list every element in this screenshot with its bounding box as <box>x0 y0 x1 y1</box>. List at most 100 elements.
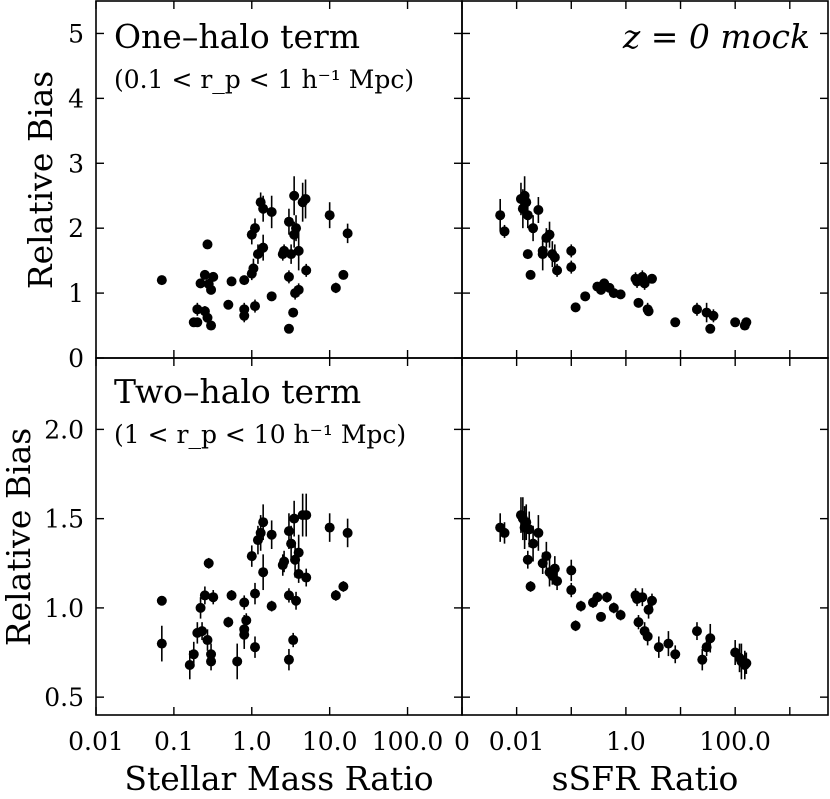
y-tick-label: 1.0 <box>44 594 84 623</box>
data-point-two-mass <box>202 635 213 646</box>
data-point-one-ssfr <box>537 245 548 256</box>
data-point-two-ssfr <box>741 658 752 669</box>
data-point-one-mass <box>266 291 277 302</box>
data-point-two-ssfr <box>524 524 535 535</box>
data-point-two-ssfr <box>525 581 536 592</box>
x-tick-label: 0.1 <box>154 727 194 756</box>
data-point-two-mass <box>291 595 302 606</box>
data-point-one-ssfr <box>639 278 650 289</box>
data-point-two-mass <box>255 527 266 538</box>
data-point-one-mass <box>291 223 302 234</box>
data-point-two-ssfr <box>566 585 577 596</box>
data-point-two-ssfr <box>499 527 510 538</box>
data-point-two-mass <box>246 551 257 562</box>
data-point-one-mass <box>202 239 213 250</box>
y-axis-title-bottom: Relative Bias <box>0 428 38 647</box>
data-point-two-ssfr <box>615 610 626 621</box>
data-point-one-mass <box>156 275 167 286</box>
data-point-one-mass <box>301 265 312 276</box>
y-tick-label: 0 <box>68 344 84 373</box>
data-point-one-ssfr <box>521 197 532 208</box>
data-point-one-mass <box>338 269 349 280</box>
redshift-annotation: z = 0 mock <box>622 17 810 56</box>
data-point-two-mass <box>239 629 250 640</box>
data-point-one-mass <box>266 206 277 217</box>
data-point-one-mass <box>223 299 234 310</box>
data-point-one-mass <box>250 301 261 312</box>
x-tick-label: 100.0 <box>699 727 771 756</box>
data-point-two-mass <box>283 526 294 537</box>
data-point-one-ssfr <box>499 226 510 237</box>
data-point-one-mass <box>239 310 250 321</box>
data-point-one-ssfr <box>741 317 752 328</box>
data-point-two-mass <box>258 517 269 528</box>
data-point-two-ssfr <box>549 563 560 574</box>
data-point-two-mass <box>288 635 299 646</box>
data-point-two-ssfr <box>642 631 653 642</box>
data-point-one-ssfr <box>552 265 563 276</box>
data-point-two-mass <box>283 654 294 665</box>
data-point-two-mass <box>206 656 217 667</box>
data-point-two-mass <box>293 547 304 558</box>
data-point-two-ssfr <box>633 617 644 628</box>
data-point-two-mass <box>338 581 349 592</box>
data-point-one-ssfr <box>522 210 533 221</box>
data-point-two-ssfr <box>663 638 674 649</box>
x-tick-label: 1.0 <box>232 727 272 756</box>
data-point-one-mass <box>248 263 259 274</box>
data-point-two-ssfr <box>643 604 654 615</box>
data-point-one-mass <box>258 203 269 214</box>
y-tick-label: 3 <box>68 149 84 178</box>
data-point-one-mass <box>286 249 297 260</box>
data-point-one-ssfr <box>646 273 657 284</box>
data-point-two-mass <box>156 595 167 606</box>
data-point-one-mass <box>250 223 261 234</box>
data-point-one-ssfr <box>525 269 536 280</box>
data-point-two-mass <box>286 538 297 549</box>
panel-title-two-halo: Two–halo term <box>114 372 361 411</box>
data-point-two-ssfr <box>528 538 539 549</box>
panel-subtitle-one-halo: (0.1 < r_p < 1 h⁻¹ Mpc) <box>114 65 414 94</box>
data-point-two-ssfr <box>653 642 664 653</box>
data-point-two-mass <box>195 602 206 613</box>
data-point-one-ssfr <box>708 310 719 321</box>
data-point-one-mass <box>202 312 213 323</box>
data-point-one-ssfr <box>533 205 544 216</box>
data-point-two-mass <box>203 558 214 569</box>
data-point-two-mass <box>279 556 290 567</box>
data-point-one-mass <box>283 216 294 227</box>
data-point-two-mass <box>188 649 199 660</box>
x-axis-title-left: Stellar Mass Ratio <box>124 759 433 798</box>
data-point-one-ssfr <box>615 289 626 300</box>
data-point-one-ssfr <box>544 229 555 240</box>
x-tick-label: 0 <box>454 727 470 756</box>
x-tick-label: 10.0 <box>302 727 358 756</box>
data-point-one-mass <box>283 323 294 334</box>
data-point-one-mass <box>288 307 299 318</box>
data-point-two-mass <box>330 590 341 601</box>
data-point-two-ssfr <box>701 642 712 653</box>
y-tick-label: 1 <box>68 279 84 308</box>
panel-frame-two-ssfr <box>461 357 829 716</box>
data-point-one-mass <box>293 284 304 295</box>
data-point-two-ssfr <box>637 592 648 603</box>
data-point-two-ssfr <box>670 649 681 660</box>
data-point-one-ssfr <box>670 317 681 328</box>
data-point-two-ssfr <box>608 602 619 613</box>
data-point-two-mass <box>184 660 195 671</box>
x-tick-label: 100.0 <box>372 727 444 756</box>
data-point-one-mass <box>195 278 206 289</box>
data-point-two-mass <box>258 567 269 578</box>
data-point-two-ssfr <box>697 654 708 665</box>
data-point-one-ssfr <box>566 262 577 273</box>
y-axis-title-top: Relative Bias <box>21 71 60 290</box>
data-point-one-ssfr <box>730 317 741 328</box>
y-tick-label: 2.0 <box>44 415 84 444</box>
data-point-one-mass <box>206 284 217 295</box>
data-point-two-ssfr <box>570 620 581 631</box>
x-tick-label: 0.01 <box>489 727 545 756</box>
data-point-two-mass <box>342 527 353 538</box>
data-point-two-ssfr <box>595 611 606 622</box>
data-point-two-ssfr <box>552 576 563 587</box>
